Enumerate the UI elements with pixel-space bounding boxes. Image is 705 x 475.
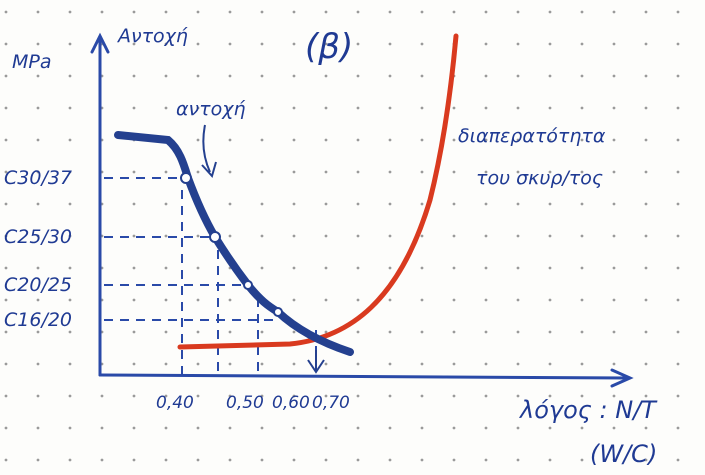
x-tick-label: 0,60	[272, 393, 310, 413]
y-label: Αντοχή	[116, 25, 188, 47]
annotation: του σκυρ/τος	[476, 167, 603, 189]
panel-label: (β)	[305, 27, 353, 67]
x-tick-label: 0,40	[156, 393, 194, 413]
y-tick-label: C20/25	[4, 274, 72, 296]
annotation: διαπερατότητα	[458, 125, 606, 147]
x-tick-label: 0,50	[226, 393, 264, 413]
y-tick-label: C25/30	[4, 226, 72, 248]
sketch: MPa Αντοχή (β) αντοχή διαπερατότητα του …	[0, 0, 705, 475]
x-axis-sublabel: (W/C)	[590, 440, 657, 468]
x-tick-label: 0,70	[312, 393, 350, 413]
y-unit: MPa	[12, 51, 52, 73]
y-tick-label: C16/20	[4, 309, 72, 331]
y-tick-label: C30/37	[4, 167, 72, 189]
annotation: αντοχή	[176, 98, 246, 120]
x-axis-label: λόγος : Ν/Τ	[518, 396, 658, 424]
